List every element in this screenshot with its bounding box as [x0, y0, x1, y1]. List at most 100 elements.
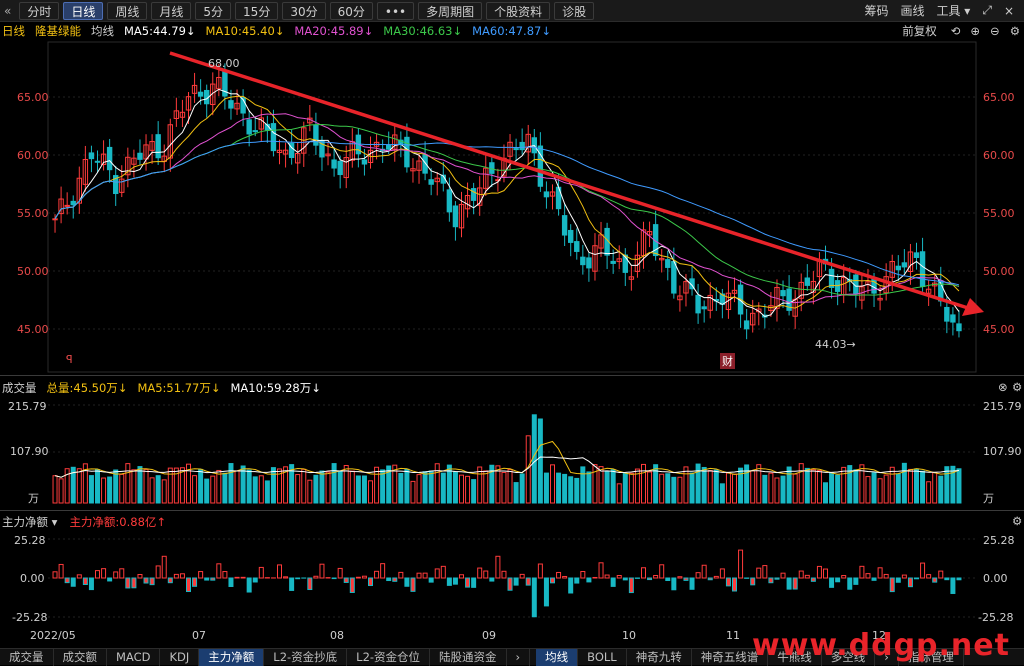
volume-bar	[466, 476, 470, 503]
volume-bar	[714, 470, 718, 503]
flow-bar	[478, 568, 482, 578]
zoom-in-icon[interactable]: ⊕	[970, 24, 980, 38]
tab-l2-bottom[interactable]: L2-资金抄底	[264, 649, 347, 666]
flow-bar	[945, 578, 949, 580]
volume-bar	[356, 476, 360, 503]
undo-icon[interactable]: ⟲	[951, 24, 961, 38]
draw-line-button[interactable]: 画线	[900, 2, 924, 19]
flow-bar	[678, 577, 682, 578]
flow-title[interactable]: 主力净额 ▾	[2, 514, 57, 530]
tab-ma[interactable]: 均线	[536, 649, 578, 666]
scroll-right-icon[interactable]: ›	[507, 649, 531, 666]
volume-bar	[350, 471, 354, 503]
volume-bar	[769, 473, 773, 503]
tab-main-flow[interactable]: 主力净额	[199, 649, 264, 666]
volume-bar	[211, 476, 215, 503]
volume-bar	[120, 474, 124, 503]
chips-button[interactable]: 筹码	[864, 2, 888, 19]
close-pane-icon[interactable]: ⊗	[998, 380, 1008, 394]
tab-5min[interactable]: 5分	[195, 2, 231, 20]
avg-label[interactable]: 均线	[91, 23, 114, 39]
pane-settings-icon[interactable]: ⚙	[1012, 380, 1022, 394]
volume-title[interactable]: 成交量	[2, 380, 37, 396]
volume-bar	[326, 472, 330, 503]
flow-bar	[253, 578, 257, 582]
flow-bar	[496, 556, 500, 578]
diagnose-button[interactable]: 诊股	[554, 2, 594, 20]
flow-bar	[296, 578, 300, 579]
candle-body	[332, 160, 336, 168]
candle-body	[447, 190, 451, 212]
tab-magic-nine[interactable]: 神奇九转	[627, 649, 692, 666]
volume-bar	[405, 469, 409, 503]
zoom-out-icon[interactable]: ⊖	[990, 24, 1000, 38]
flow-bar	[551, 578, 555, 583]
flow-bar	[284, 577, 288, 578]
settings-icon[interactable]: ⚙	[1010, 24, 1024, 38]
candle-body	[744, 321, 748, 329]
volume-bar	[915, 469, 919, 503]
volume-bar	[763, 475, 767, 503]
collapse-icon[interactable]: «	[0, 4, 15, 18]
pane-settings-icon[interactable]: ⚙	[1012, 514, 1022, 528]
volume-bar	[308, 480, 312, 503]
flow-bar	[957, 578, 961, 580]
tab-hk-connect[interactable]: 陆股通资金	[430, 649, 507, 666]
volume-bar	[921, 471, 925, 503]
volume-bar	[114, 470, 118, 503]
more-periods-button[interactable]: •••	[377, 2, 414, 20]
flow-bar	[811, 578, 815, 581]
volume-bar	[890, 467, 894, 503]
close-icon[interactable]: ×	[1004, 4, 1014, 18]
flow-bar	[114, 572, 118, 578]
flow-bar	[387, 578, 391, 581]
flow-bar	[460, 575, 464, 578]
volume-bar	[842, 467, 846, 503]
flow-bar	[71, 578, 75, 586]
adjust-label[interactable]: 前复权	[902, 23, 937, 39]
tab-macd[interactable]: MACD	[107, 649, 160, 666]
candle-body	[587, 258, 591, 268]
price-tick: 65.00	[17, 91, 49, 104]
flow-bar	[423, 573, 427, 578]
tab-boll[interactable]: BOLL	[578, 649, 627, 666]
stock-chart[interactable]	[0, 40, 1024, 650]
tab-l2-position[interactable]: L2-资金仓位	[347, 649, 430, 666]
candle-body	[914, 253, 918, 258]
flow-bar	[581, 572, 585, 578]
price-tick: 55.00	[983, 207, 1015, 220]
stock-info-button[interactable]: 个股资料	[486, 2, 550, 20]
flow-bar	[684, 578, 688, 580]
volume-bar	[417, 475, 421, 503]
finance-event-badge[interactable]: 财	[720, 353, 735, 369]
tab-weekly[interactable]: 周线	[107, 2, 147, 20]
volume-bar	[514, 483, 518, 503]
candle-body	[920, 252, 924, 287]
candle-body	[89, 153, 93, 159]
period-toolbar: « 分时 日线 周线 月线 5分 15分 30分 60分 ••• 多周期图 个股…	[0, 0, 1024, 22]
flow-bar	[235, 577, 239, 578]
tab-15min[interactable]: 15分	[235, 2, 278, 20]
tab-kdj[interactable]: KDJ	[160, 649, 199, 666]
candle-body	[562, 216, 566, 235]
tab-turnover[interactable]: 成交额	[54, 649, 108, 666]
candle-body	[702, 307, 706, 309]
fullscreen-icon[interactable]: ⤢	[982, 3, 992, 18]
candle-body	[387, 145, 391, 149]
tab-60min[interactable]: 60分	[330, 2, 373, 20]
volume-bar	[435, 464, 439, 503]
tab-monthly[interactable]: 月线	[151, 2, 191, 20]
multi-period-button[interactable]: 多周期图	[418, 2, 482, 20]
tools-menu[interactable]: 工具 ▾	[936, 2, 970, 19]
volume-bar	[423, 472, 427, 503]
volume-bar	[824, 483, 828, 503]
event-marker-icon[interactable]: ꟼ	[66, 353, 73, 366]
date-tick: 08	[330, 629, 344, 642]
flow-bar	[223, 572, 227, 578]
tab-30min[interactable]: 30分	[282, 2, 325, 20]
tab-volume[interactable]: 成交量	[0, 649, 54, 666]
tab-daily[interactable]: 日线	[63, 2, 103, 20]
tab-minute[interactable]: 分时	[19, 2, 59, 20]
volume-bar	[927, 482, 931, 503]
flow-bar	[569, 578, 573, 593]
